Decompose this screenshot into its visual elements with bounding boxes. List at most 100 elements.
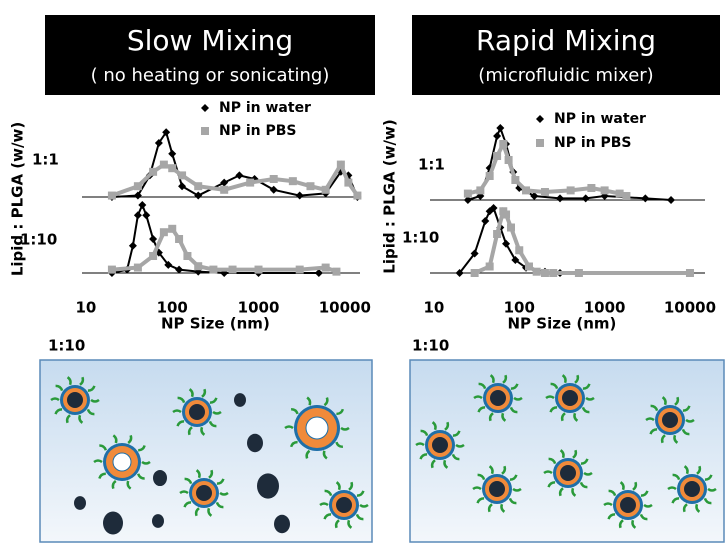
marker [556,194,564,202]
core [113,453,131,471]
subtitle: (microfluidic mixer) [478,65,653,86]
marker [496,124,504,132]
marker [134,264,142,272]
core [306,417,328,439]
plga-particle [274,515,290,533]
legend-label: NP in PBS [219,123,297,139]
lipid-tail [474,397,482,399]
core [489,481,505,497]
lipid-tail [416,444,424,446]
lipid-tail [708,489,716,491]
x-tick-label: 10000 [319,299,371,317]
diagram-label: 1:10 [48,337,85,355]
marker [582,194,590,202]
lipid-tail [142,462,150,464]
marker [160,161,168,169]
x-tick-label: 10 [76,299,97,317]
marker [160,228,168,236]
marker [641,194,649,202]
marker [168,225,176,233]
core [189,404,205,420]
y-axis-label: Lipid : PLGA (w/w) [381,119,399,273]
marker [138,201,146,209]
marker [175,266,183,274]
figure: Slow Mixing( no heating or sonicating)Li… [0,0,726,544]
marker [220,179,228,187]
marker [486,263,494,271]
marker [149,235,157,243]
marker [353,192,361,200]
lipid-tail [604,504,612,506]
marker [533,268,541,276]
marker [587,184,595,192]
marker [686,269,694,277]
marker [235,171,243,179]
marker [515,246,523,254]
lipid-tail [456,445,464,447]
row-label: 1:10 [20,231,57,249]
marker [296,266,304,274]
marker [476,186,484,194]
x-axis-label: NP Size (nm) [508,315,617,333]
lipid-tail [360,505,368,507]
lipid-tail [220,493,228,495]
marker [344,179,352,187]
marker [525,263,533,271]
marker [505,156,513,164]
lipid-tail [341,428,349,430]
marker [209,266,217,274]
legend-label: NP in water [219,100,311,116]
plga-particle [153,470,167,486]
marker [549,269,557,277]
subtitle: ( no heating or sonicating) [91,65,330,86]
marker [142,211,150,219]
marker [322,186,330,194]
marker [178,171,186,179]
marker [175,235,183,243]
marker [575,269,583,277]
marker [464,190,472,198]
core [432,437,448,453]
marker [499,140,507,148]
core [662,412,678,428]
series-line [112,165,357,196]
series-line [112,229,337,272]
marker [481,217,489,225]
marker [541,188,549,196]
row-label: 1:10 [402,229,439,247]
marker [322,264,330,272]
marker [493,132,501,140]
marker [183,252,191,260]
core [620,497,636,513]
lipid-tail [514,398,522,400]
marker [511,176,519,184]
legend-marker [536,115,544,123]
legend-label: NP in PBS [554,135,632,151]
marker [522,186,530,194]
core [562,390,578,406]
marker [149,168,157,176]
lipid-tail [544,472,552,474]
diagram-label: 1:10 [412,337,449,355]
lipid-tail [668,488,676,490]
marker [541,269,549,277]
legend-marker [201,127,209,135]
marker [601,186,609,194]
lipid-tail [173,411,181,413]
lipid-tail [285,427,293,429]
plga-particle [103,512,123,535]
marker [502,211,510,219]
marker [507,224,515,232]
plga-particle [247,434,263,452]
lipid-tail [320,504,328,506]
plga-particle [234,393,246,407]
marker [289,177,297,185]
marker [108,266,116,274]
lipid-tail [91,400,99,402]
marker [134,182,142,190]
row-label: 1:1 [32,151,59,169]
core [490,390,506,406]
marker [502,240,510,248]
marker [567,186,575,194]
core [336,497,352,513]
